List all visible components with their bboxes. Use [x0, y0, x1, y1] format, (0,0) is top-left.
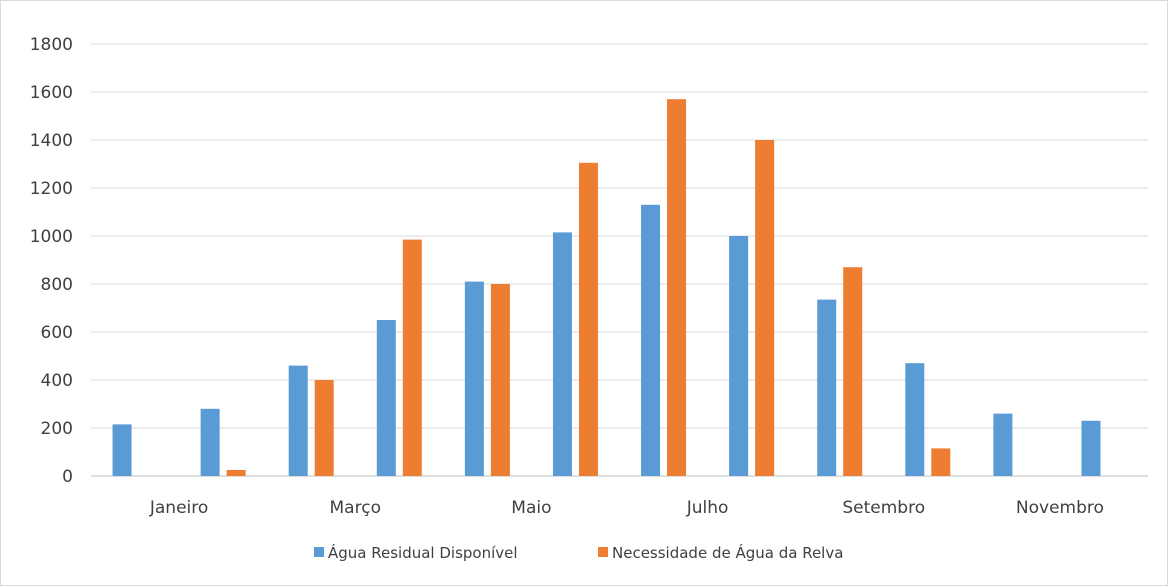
bar-necessidade-relva-9 [931, 448, 951, 476]
legend-swatch-1 [598, 547, 608, 557]
y-tick-label: 0 [62, 467, 73, 487]
bar-necessidade-relva-2 [314, 380, 334, 476]
bar-agua-residual-2 [288, 365, 308, 476]
bar-necessidade-relva-5 [578, 162, 598, 477]
bar-necessidade-relva-8 [843, 267, 863, 476]
x-tick-label: Setembro [842, 498, 925, 518]
bar-agua-residual-10 [993, 413, 1013, 476]
legend: Água Residual Disponível Necessidade de Á… [314, 543, 843, 562]
legend-swatch-0 [314, 547, 324, 557]
y-tick-label: 400 [41, 371, 73, 391]
y-axis-tick-labels: 0 200 400 600 800 1000 1200 1400 1600 1800 [30, 35, 73, 487]
legend-label-0: Água Residual Disponível [328, 543, 518, 562]
bar-agua-residual-8 [817, 299, 837, 476]
bar-agua-residual-11 [1081, 420, 1101, 476]
y-tick-label: 600 [41, 323, 73, 343]
x-tick-label: Maio [511, 498, 551, 518]
y-tick-label: 1200 [30, 179, 73, 199]
bar-agua-residual-9 [905, 363, 925, 476]
bar-necessidade-relva-7 [755, 140, 775, 476]
y-tick-label: 800 [41, 275, 73, 295]
bar-necessidade-relva-1 [226, 470, 246, 476]
bar-necessidade-relva-6 [667, 99, 687, 476]
bar-necessidade-relva-3 [402, 239, 422, 476]
gridlines [91, 43, 1148, 477]
bar-necessidade-relva-4 [490, 284, 510, 476]
bar-agua-residual-1 [200, 408, 220, 476]
x-tick-label: Julho [686, 498, 729, 518]
y-tick-label: 1000 [30, 227, 73, 247]
x-tick-label: Março [330, 498, 381, 518]
bars [112, 99, 1101, 477]
y-tick-label: 200 [41, 419, 73, 439]
bar-agua-residual-4 [464, 281, 484, 476]
bar-agua-residual-6 [641, 204, 661, 477]
bar-agua-residual-5 [552, 232, 572, 476]
x-tick-label: Novembro [1016, 498, 1104, 518]
bar-agua-residual-3 [376, 320, 396, 476]
bar-agua-residual-7 [729, 236, 749, 476]
x-tick-label: Janeiro [149, 498, 208, 518]
legend-label-1: Necessidade de Água da Relva [612, 543, 843, 562]
y-tick-label: 1400 [30, 131, 73, 151]
bar-agua-residual-0 [112, 424, 132, 476]
y-tick-label: 1800 [30, 35, 73, 55]
y-tick-label: 1600 [30, 83, 73, 103]
x-axis-tick-labels: Janeiro Março Maio Julho Setembro Novembro [149, 498, 1104, 518]
